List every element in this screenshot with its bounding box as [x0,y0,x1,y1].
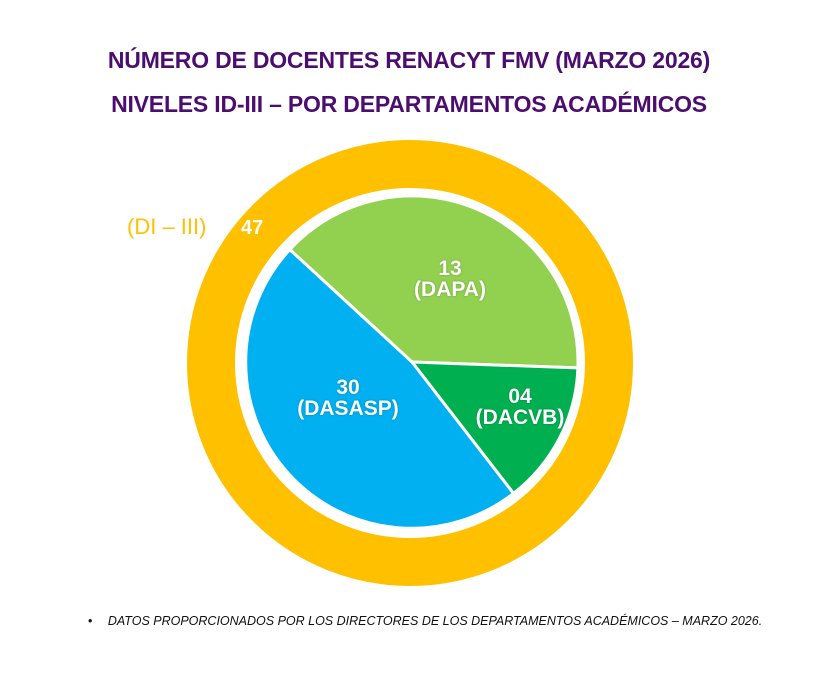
slice-name: (DACVB) [475,406,565,429]
slice-dacvb [408,360,580,496]
slice-value: 04 [508,385,532,408]
slice-value: 30 [336,376,360,399]
slice-name: (DAPA) [414,278,486,301]
total-ring [187,140,633,586]
slice-dasasp [244,247,516,530]
slice-label-dasasp: 30 (DASASP) [278,377,418,419]
footnote-text: DATOS PROPORCIONADOS POR LOS DIRECTORES … [107,614,763,628]
chart-title: NÚMERO DE DOCENTES RENACYT FMV (MARZO 20… [107,47,711,73]
slice-label-dapa: 13 (DAPA) [400,258,500,300]
slice-value: 13 [438,257,462,280]
ring-total-value: 47 [241,217,264,239]
footnote: • DATOS PROPORCIONADOS POR LOS DIRECTORE… [88,614,762,628]
bullet-icon: • [88,614,93,628]
chart-subtitle: NIVELES ID-III – POR DEPARTAMENTOS ACADÉ… [111,91,707,117]
ring-category-label: (DI – III) [127,214,207,239]
slice-dapa [287,194,580,370]
slice-label-dacvb: 04 (DACVB) [460,386,580,428]
slice-name: (DASASP) [297,397,399,420]
